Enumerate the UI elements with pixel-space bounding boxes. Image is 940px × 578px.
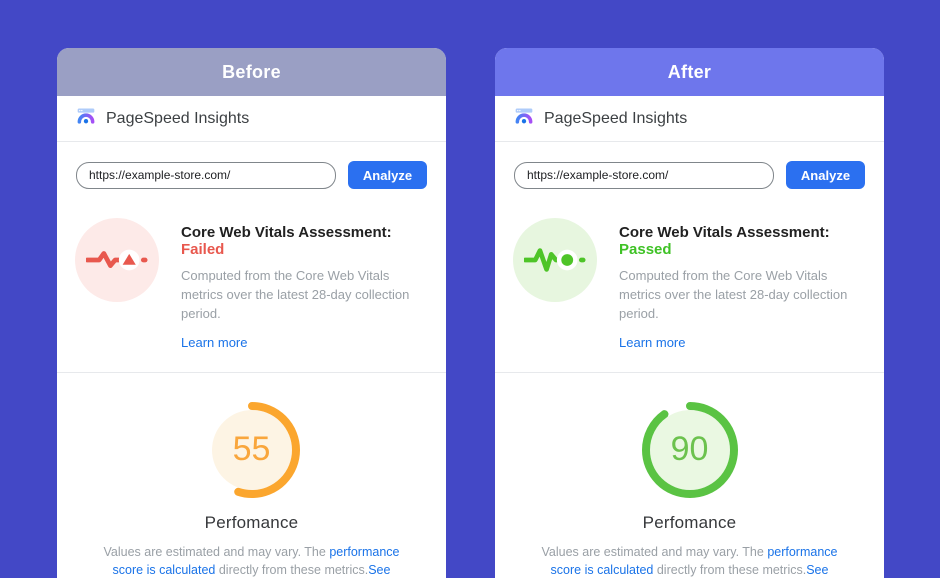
gauge-score: 90 [670, 430, 709, 469]
performance-gauge: 55 [202, 400, 302, 500]
learn-more-link[interactable]: Learn more [181, 334, 248, 350]
disclaimer-part-2: directly from these metrics. [215, 562, 369, 577]
heartbeat-dot-icon [513, 218, 597, 302]
assessment-title-text: Core Web Vitals Assessment: [181, 224, 392, 241]
assessment-section: Core Web Vitals Assessment: Passed Compu… [495, 189, 884, 373]
app-title-row: PageSpeed Insights [495, 96, 884, 142]
url-input[interactable] [76, 161, 336, 189]
pagespeed-gauge-icon [514, 106, 534, 131]
disclaimer-text: Values are estimated and may vary. The p… [91, 543, 413, 578]
performance-gauge-section: 55 Perfomance Values are estimated and m… [57, 373, 446, 578]
assessment-status-badge: Failed [181, 241, 225, 258]
assessment-description: Computed from the Core Web Vitals metric… [181, 268, 410, 321]
disclaimer-part-1: Values are estimated and may vary. The [541, 544, 768, 559]
card-after: After PageSpeed Insights Analyze [495, 48, 884, 578]
assessment-title: Core Web Vitals Assessment: Failed [181, 224, 427, 258]
assessment-title: Core Web Vitals Assessment: Passed [619, 224, 865, 258]
disclaimer-part-2: directly from these metrics. [653, 562, 807, 577]
assessment-section: Core Web Vitals Assessment: Failed Compu… [57, 189, 446, 373]
pagespeed-gauge-icon [76, 106, 96, 131]
assessment-status-badge: Passed [619, 241, 672, 258]
gauge-score: 55 [232, 430, 271, 469]
assessment-description: Computed from the Core Web Vitals metric… [619, 268, 848, 321]
performance-label: Perfomance [642, 512, 737, 532]
app-title: PageSpeed Insights [106, 109, 250, 127]
url-input[interactable] [514, 161, 774, 189]
analyze-button[interactable]: Analyze [348, 161, 427, 189]
card-before-header: Before [57, 48, 446, 96]
card-before-header-label: Before [222, 61, 281, 82]
gauge-background [649, 409, 730, 490]
analyze-button[interactable]: Analyze [786, 161, 865, 189]
performance-score-link[interactable]: performance score is calculated [550, 544, 838, 577]
performance-label: Perfomance [204, 512, 299, 532]
gauge-background [211, 409, 292, 490]
disclaimer-text: Values are estimated and may vary. The p… [529, 543, 851, 578]
performance-gauge-section: 90 Perfomance Values are estimated and m… [495, 373, 884, 578]
assessment-text: Core Web Vitals Assessment: Failed Compu… [181, 218, 427, 352]
see-calculator-link[interactable]: See calculator. [806, 562, 829, 577]
gauge-arc [641, 401, 738, 498]
card-before: Before PageSpeed Insights Analyze [57, 48, 446, 578]
card-after-header: After [495, 48, 884, 96]
app-title-row: PageSpeed Insights [57, 96, 446, 142]
heartbeat-triangle-icon [75, 218, 159, 302]
learn-more-link[interactable]: Learn more [619, 334, 686, 350]
app-title: PageSpeed Insights [544, 109, 688, 127]
performance-score-link[interactable]: performance score is calculated [112, 544, 400, 577]
gauge-arc [203, 401, 300, 498]
performance-gauge: 90 [640, 400, 740, 500]
search-row: Analyze [57, 142, 446, 189]
assessment-title-text: Core Web Vitals Assessment: [619, 224, 830, 241]
search-row: Analyze [495, 142, 884, 189]
assessment-text: Core Web Vitals Assessment: Passed Compu… [619, 218, 865, 352]
see-calculator-link[interactable]: See calculator. [368, 562, 391, 577]
disclaimer-part-1: Values are estimated and may vary. The [103, 544, 330, 559]
card-after-header-label: After [667, 61, 712, 82]
